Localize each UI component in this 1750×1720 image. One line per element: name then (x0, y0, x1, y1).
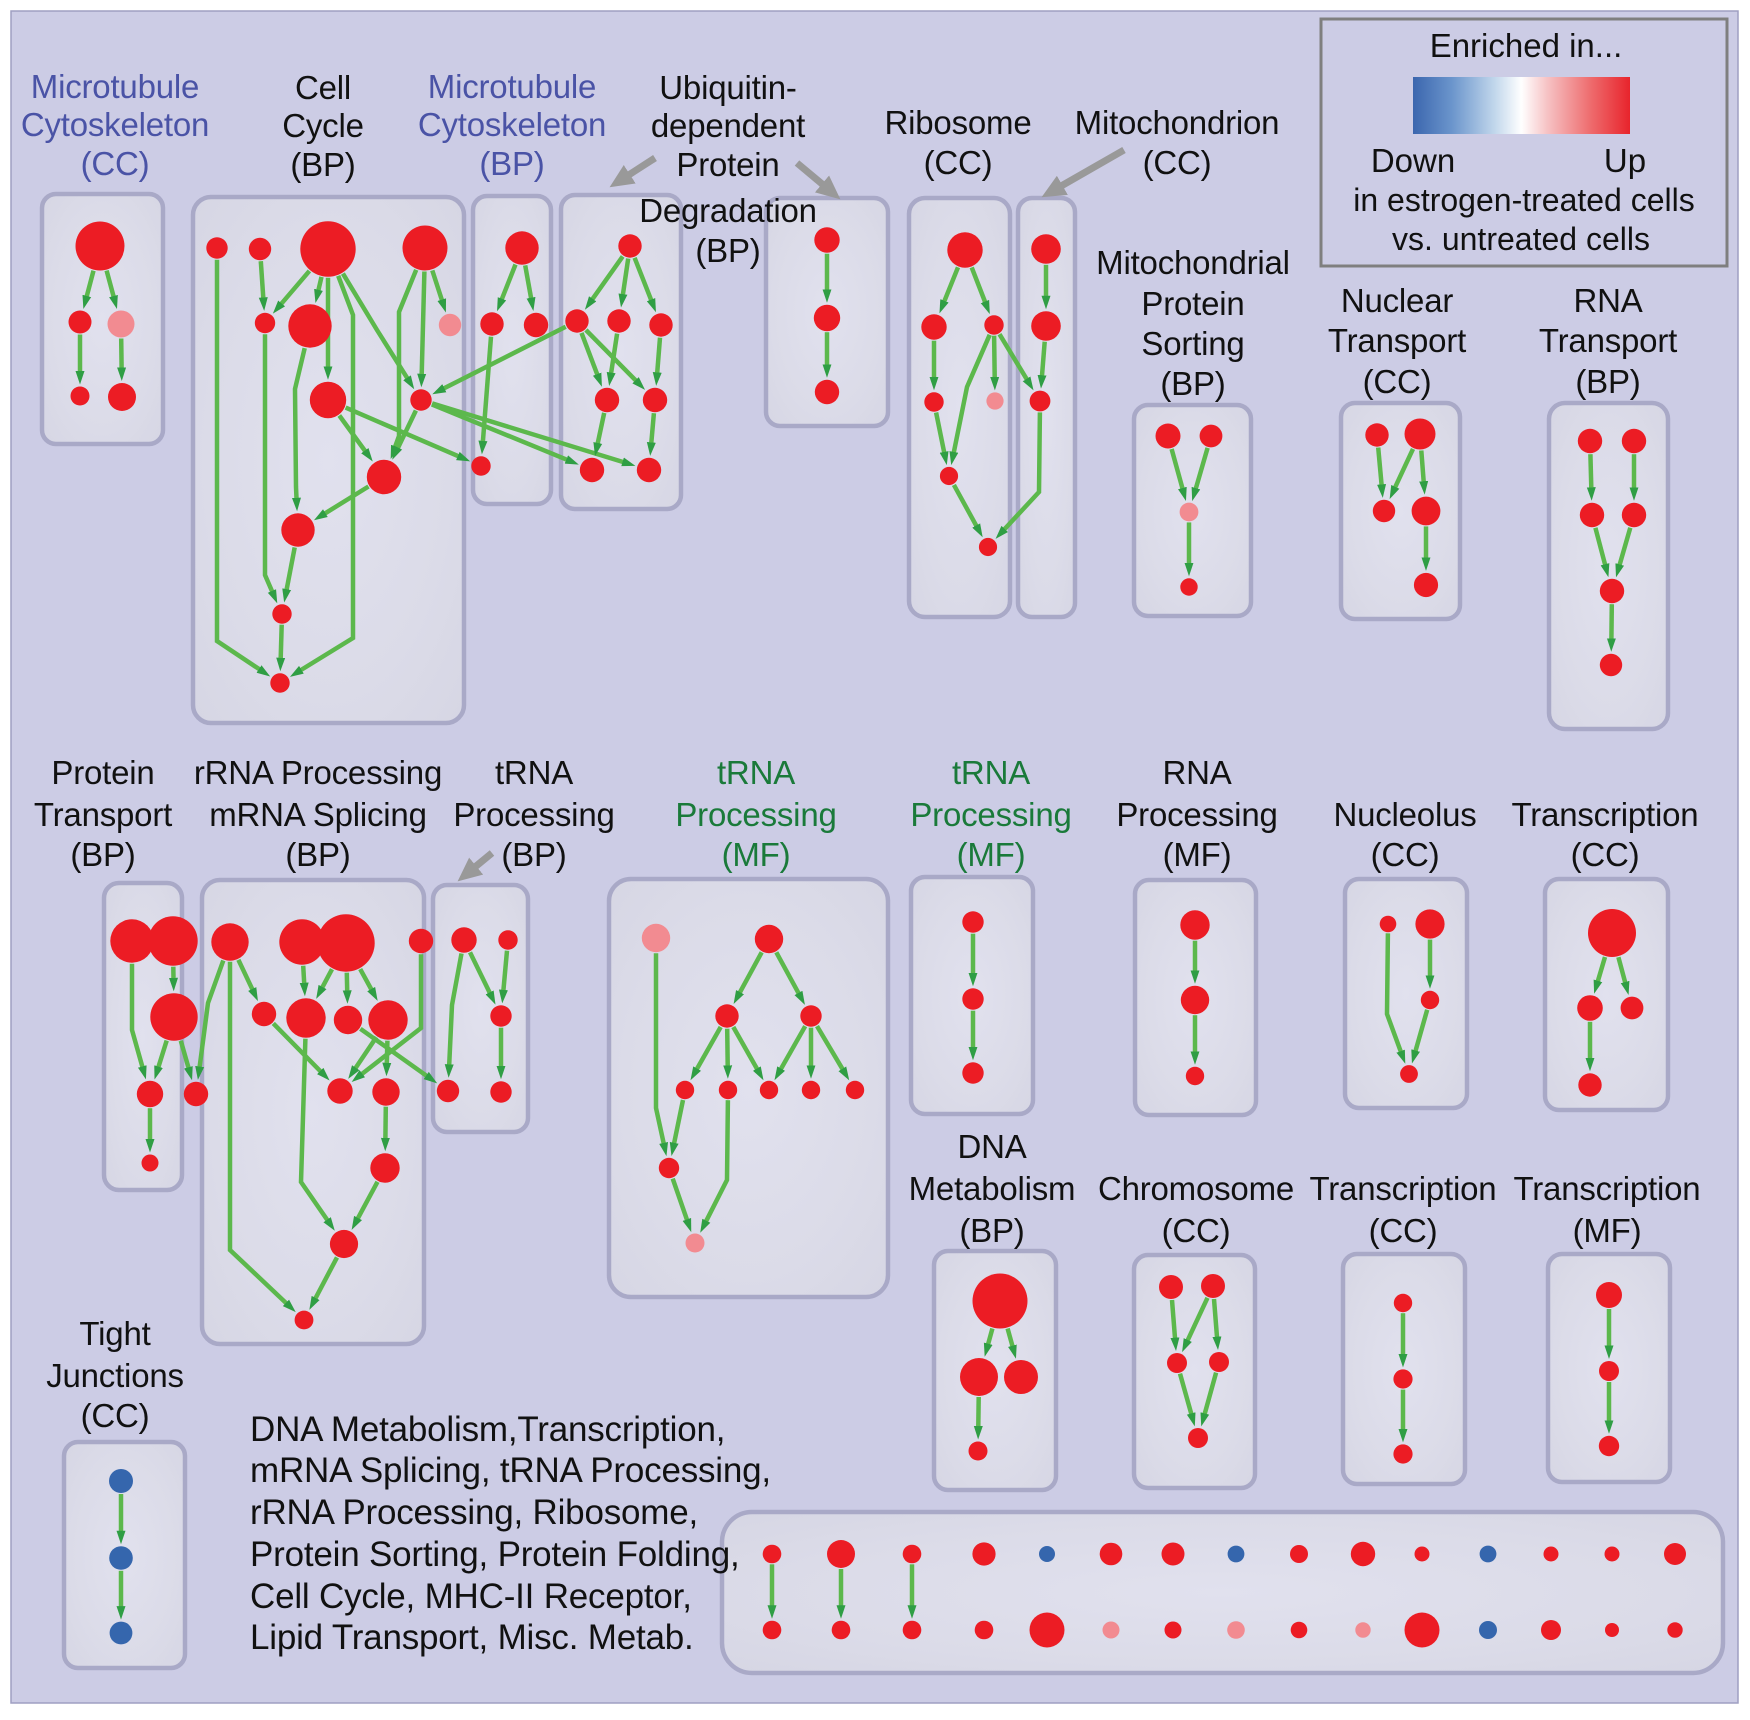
svg-text:tRNA: tRNA (952, 754, 1030, 791)
svg-text:Transcription: Transcription (1512, 796, 1699, 833)
svg-text:mRNA Splicing: mRNA Splicing (209, 796, 426, 833)
svg-text:Cell Cycle, MHC-II Receptor,: Cell Cycle, MHC-II Receptor, (250, 1577, 692, 1616)
svg-text:(CC): (CC) (924, 144, 993, 181)
svg-text:(BP): (BP) (70, 836, 135, 873)
svg-text:mRNA Splicing, tRNA Processing: mRNA Splicing, tRNA Processing, (250, 1451, 771, 1490)
svg-text:(CC): (CC) (81, 145, 150, 182)
svg-text:Microtubule: Microtubule (428, 68, 596, 105)
svg-text:Processing: Processing (910, 796, 1071, 833)
svg-text:Metabolism: Metabolism (909, 1170, 1076, 1207)
svg-text:Sorting: Sorting (1141, 325, 1244, 362)
svg-text:Chromosome: Chromosome (1098, 1170, 1294, 1207)
svg-text:(MF): (MF) (957, 836, 1026, 873)
svg-text:(BP): (BP) (285, 836, 350, 873)
svg-text:Transcription: Transcription (1310, 1170, 1497, 1207)
svg-text:(BP): (BP) (1575, 363, 1640, 400)
svg-text:Transport: Transport (1328, 322, 1466, 359)
svg-text:rRNA Processing: rRNA Processing (194, 754, 442, 791)
svg-text:Nuclear: Nuclear (1341, 282, 1454, 319)
svg-text:Up: Up (1604, 142, 1646, 179)
svg-text:(MF): (MF) (1573, 1212, 1642, 1249)
svg-text:Down: Down (1371, 142, 1455, 179)
svg-text:rRNA Processing, Ribosome,: rRNA Processing, Ribosome, (250, 1493, 698, 1532)
svg-text:(CC): (CC) (1162, 1212, 1231, 1249)
svg-text:Protein: Protein (676, 146, 779, 183)
svg-text:Cycle: Cycle (282, 107, 364, 144)
svg-text:Degradation: Degradation (639, 192, 817, 229)
svg-text:RNA: RNA (1573, 282, 1642, 319)
svg-text:Tight: Tight (79, 1315, 150, 1352)
svg-text:(BP): (BP) (695, 232, 760, 269)
svg-text:Mitochondrial: Mitochondrial (1096, 244, 1290, 281)
svg-text:Nucleolus: Nucleolus (1333, 796, 1476, 833)
svg-text:(CC): (CC) (1369, 1212, 1438, 1249)
svg-text:tRNA: tRNA (717, 754, 795, 791)
svg-text:(CC): (CC) (1571, 836, 1640, 873)
svg-text:vs. untreated cells: vs. untreated cells (1392, 221, 1650, 257)
svg-text:Mitochondrion: Mitochondrion (1075, 104, 1280, 141)
svg-text:Transport: Transport (34, 796, 172, 833)
svg-text:in estrogen-treated cells: in estrogen-treated cells (1353, 182, 1695, 218)
svg-text:Processing: Processing (1116, 796, 1277, 833)
svg-text:Junctions: Junctions (46, 1357, 184, 1394)
svg-text:(BP): (BP) (959, 1212, 1024, 1249)
svg-text:Transcription: Transcription (1514, 1170, 1701, 1207)
svg-text:(MF): (MF) (1163, 836, 1232, 873)
svg-text:(BP): (BP) (1160, 365, 1225, 402)
svg-text:(MF): (MF) (722, 836, 791, 873)
svg-text:Ubiquitin-: Ubiquitin- (659, 69, 796, 106)
svg-text:(CC): (CC) (1143, 144, 1212, 181)
svg-text:Transport: Transport (1539, 322, 1677, 359)
svg-text:tRNA: tRNA (495, 754, 573, 791)
svg-text:(BP): (BP) (479, 145, 544, 182)
svg-text:(BP): (BP) (501, 836, 566, 873)
svg-text:Lipid Transport, Misc. Metab.: Lipid Transport, Misc. Metab. (250, 1618, 694, 1657)
svg-text:(CC): (CC) (81, 1397, 150, 1434)
svg-text:Microtubule: Microtubule (31, 68, 199, 105)
svg-text:(BP): (BP) (290, 146, 355, 183)
svg-text:(CC): (CC) (1363, 363, 1432, 400)
svg-text:RNA: RNA (1162, 754, 1231, 791)
svg-text:Enriched in...: Enriched in... (1430, 27, 1623, 64)
svg-text:Ribosome: Ribosome (885, 104, 1032, 141)
svg-text:Protein Sorting, Protein Foldi: Protein Sorting, Protein Folding, (250, 1535, 740, 1574)
svg-text:Processing: Processing (453, 796, 614, 833)
svg-text:DNA Metabolism,Transcription,: DNA Metabolism,Transcription, (250, 1410, 725, 1449)
svg-text:DNA: DNA (957, 1128, 1026, 1165)
svg-text:Cell: Cell (295, 69, 351, 106)
svg-text:(CC): (CC) (1371, 836, 1440, 873)
svg-text:Protein: Protein (1141, 285, 1244, 322)
svg-text:dependent: dependent (651, 107, 805, 144)
svg-text:Protein: Protein (51, 754, 154, 791)
svg-text:Cytoskeleton: Cytoskeleton (418, 106, 606, 143)
svg-text:Processing: Processing (675, 796, 836, 833)
svg-text:Cytoskeleton: Cytoskeleton (21, 106, 209, 143)
